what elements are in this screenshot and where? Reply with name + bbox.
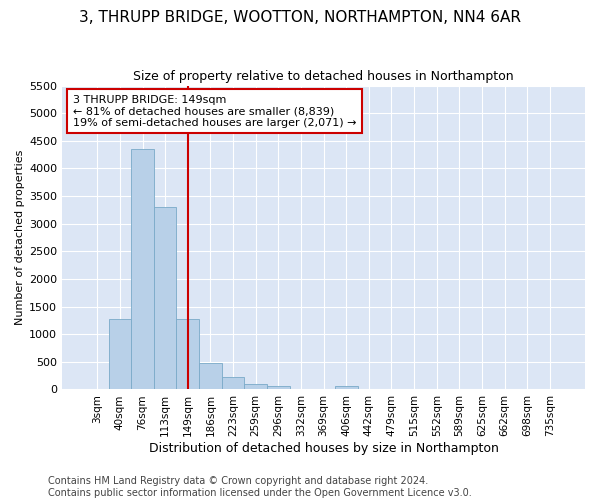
X-axis label: Distribution of detached houses by size in Northampton: Distribution of detached houses by size … [149,442,499,455]
Bar [267,386,290,390]
Title: Size of property relative to detached houses in Northampton: Size of property relative to detached ho… [133,70,514,83]
Bar [335,386,358,390]
Text: 3, THRUPP BRIDGE, WOOTTON, NORTHAMPTON, NN4 6AR: 3, THRUPP BRIDGE, WOOTTON, NORTHAMPTON, … [79,10,521,25]
Bar [222,376,244,390]
Bar [199,363,222,390]
Y-axis label: Number of detached properties: Number of detached properties [15,150,25,325]
Bar [176,318,199,390]
Bar [131,149,154,390]
Bar [154,207,176,390]
Text: 3 THRUPP BRIDGE: 149sqm
← 81% of detached houses are smaller (8,839)
19% of semi: 3 THRUPP BRIDGE: 149sqm ← 81% of detache… [73,94,356,128]
Bar [244,384,267,390]
Text: Contains HM Land Registry data © Crown copyright and database right 2024.
Contai: Contains HM Land Registry data © Crown c… [48,476,472,498]
Bar [109,318,131,390]
